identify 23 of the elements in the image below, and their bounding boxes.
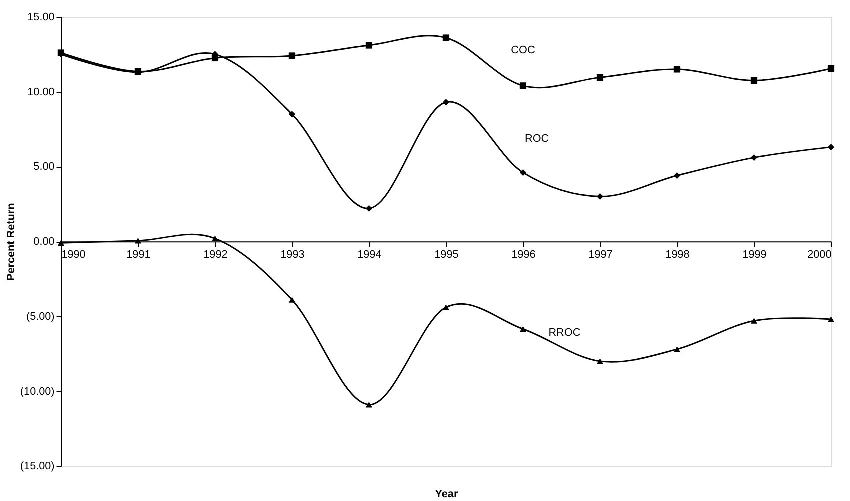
- x-tick-label: 1995: [434, 248, 459, 261]
- y-tick-label: (15.00): [20, 460, 55, 473]
- x-tick-label: 1997: [588, 248, 613, 261]
- x-tick-label: 1990: [62, 248, 86, 261]
- x-tick-label: 1994: [358, 248, 382, 261]
- x-tick-label: 1992: [204, 248, 228, 261]
- y-tick-label: 15.00: [28, 12, 55, 24]
- series-label: ROC: [524, 133, 550, 146]
- x-axis-title: Year: [435, 488, 459, 500]
- y-tick-label: 10.00: [28, 86, 55, 98]
- series-label: COC: [511, 44, 536, 56]
- series-label: RROC: [548, 327, 581, 340]
- x-tick-label: 2000: [808, 248, 832, 261]
- x-tick-label: 1998: [666, 248, 690, 261]
- y-tick-label: (10.00): [20, 386, 55, 398]
- y-tick-label: 5.00: [34, 161, 55, 174]
- x-tick-label: 1996: [512, 248, 536, 261]
- x-tick-label: 1993: [280, 248, 305, 261]
- y-axis-title: Percent Return: [5, 203, 18, 282]
- x-tick-label: 1991: [126, 248, 151, 261]
- y-tick-label: 0.00: [34, 236, 55, 248]
- x-tick-label: 1999: [742, 248, 767, 261]
- y-tick-label: (5.00): [26, 310, 55, 323]
